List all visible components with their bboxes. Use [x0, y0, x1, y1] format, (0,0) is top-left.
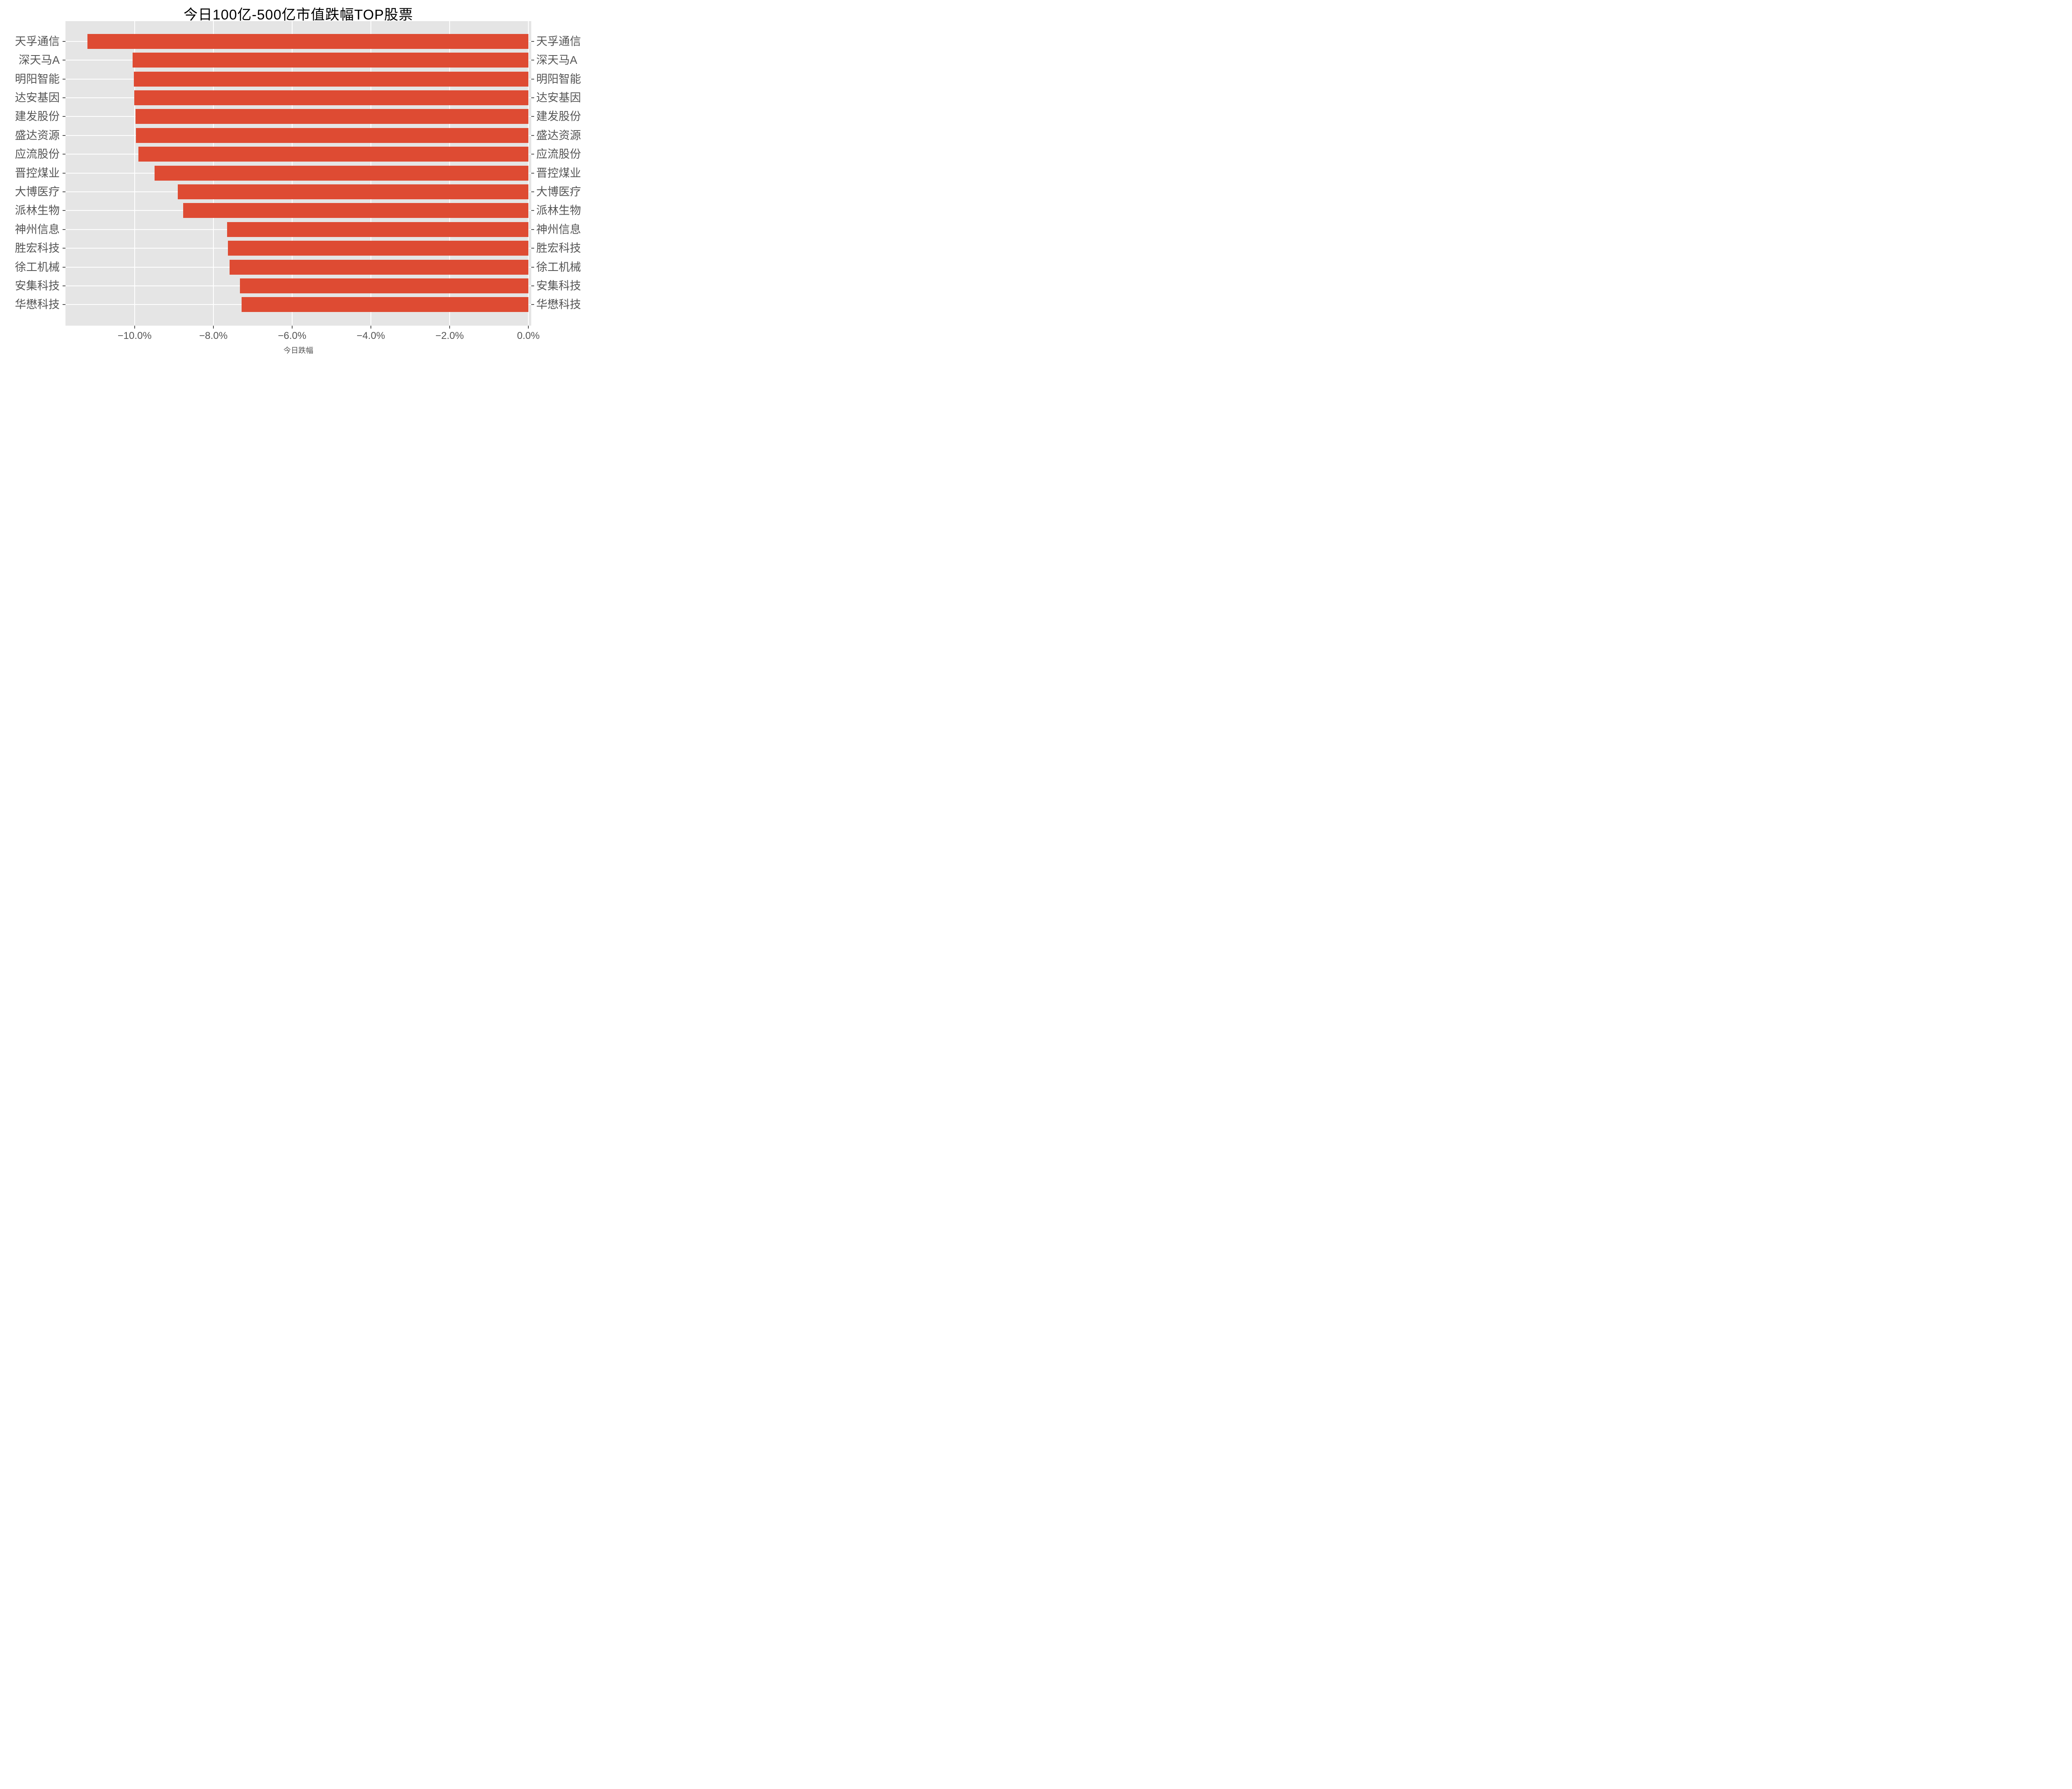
- x-tick-mark: [291, 326, 293, 329]
- chart-title: 今日100亿-500亿市值跌幅TOP股票: [183, 7, 414, 23]
- y-tick-mark-left: [63, 248, 65, 249]
- y-tick-label-right: 大博医疗: [536, 186, 581, 198]
- y-tick-mark-right: [531, 248, 534, 249]
- y-tick-mark-left: [63, 97, 65, 98]
- x-tick-label: −2.0%: [435, 330, 464, 341]
- y-tick-mark-right: [531, 41, 534, 42]
- y-tick-mark-right: [531, 229, 534, 230]
- bar-row-12: [228, 241, 528, 256]
- x-tick-label: −6.0%: [278, 330, 307, 341]
- figure: 今日100亿-500亿市值跌幅TOP股票 天孚通信 天孚通信深天马A 深天马A 明阳智…: [0, 0, 593, 358]
- y-tick-label-left: 深天马A: [18, 54, 60, 67]
- y-tick-label-right: 深天马A: [536, 54, 578, 67]
- y-tick-mark-left: [63, 285, 65, 286]
- y-tick-label-left: 神州信息: [15, 223, 60, 236]
- y-tick-label-right: 应流股份: [536, 148, 581, 161]
- bar-row-6: [136, 128, 528, 143]
- y-tick-label-right: 胜宏科技: [536, 242, 581, 255]
- y-tick-label-right: 天孚通信: [536, 35, 581, 48]
- bar-row-4: [134, 90, 528, 105]
- x-tick-label: −10.0%: [117, 330, 152, 341]
- bar-row-2: [133, 53, 528, 68]
- bar-row-8: [155, 165, 528, 181]
- y-tick-mark-right: [531, 135, 534, 136]
- y-tick-label-right: 明阳智能: [536, 73, 581, 85]
- y-tick-label-right: 神州信息: [536, 223, 581, 236]
- y-tick-mark-right: [531, 97, 534, 98]
- y-tick-mark-right: [531, 191, 534, 192]
- bar-row-14: [240, 278, 528, 293]
- x-tick-mark: [528, 326, 529, 329]
- y-tick-label-left: 建发股份: [15, 110, 60, 123]
- y-tick-label-left: 华懋科技: [15, 298, 60, 311]
- x-tick-mark: [449, 326, 450, 329]
- y-tick-mark-left: [63, 116, 65, 117]
- y-tick-mark-right: [531, 172, 534, 174]
- bar-row-7: [138, 147, 528, 162]
- y-tick-mark-left: [63, 172, 65, 174]
- x-tick-label: −4.0%: [356, 330, 385, 341]
- y-tick-mark-left: [63, 210, 65, 211]
- y-tick-label-left: 明阳智能: [15, 73, 60, 85]
- x-tick-mark: [134, 326, 135, 329]
- y-tick-mark-left: [63, 135, 65, 136]
- bar-row-13: [229, 259, 528, 275]
- y-tick-label-left: 应流股份: [15, 148, 60, 161]
- y-tick-mark-right: [531, 304, 534, 305]
- y-tick-label-left: 晋控煤业: [15, 167, 60, 179]
- y-tick-label-left: 大博医疗: [15, 186, 60, 198]
- y-tick-mark-left: [63, 304, 65, 305]
- y-tick-mark-right: [531, 266, 534, 268]
- y-tick-label-left: 胜宏科技: [15, 242, 60, 255]
- y-tick-label-right: 盛达资源: [536, 129, 581, 142]
- y-tick-label-left: 天孚通信: [15, 35, 60, 48]
- v-gridline: [528, 21, 529, 326]
- bar-row-5: [135, 109, 528, 124]
- y-tick-mark-right: [531, 285, 534, 286]
- x-axis-label: 今日跌幅: [283, 346, 313, 355]
- y-tick-mark-left: [63, 191, 65, 192]
- bar-row-11: [227, 222, 528, 237]
- y-tick-label-left: 派林生物: [15, 204, 60, 217]
- y-tick-label-right: 晋控煤业: [536, 167, 581, 179]
- x-tick-mark: [213, 326, 214, 329]
- y-tick-label-right: 徐工机械: [536, 261, 581, 273]
- y-tick-mark-left: [63, 266, 65, 268]
- y-tick-label-right: 安集科技: [536, 280, 581, 292]
- x-tick-mark: [370, 326, 371, 329]
- y-tick-mark-right: [531, 154, 534, 155]
- x-tick-label: 0.0%: [517, 330, 540, 341]
- bar-row-1: [87, 34, 528, 49]
- y-tick-mark-right: [531, 116, 534, 117]
- y-tick-label-right: 建发股份: [536, 110, 581, 123]
- y-tick-mark-right: [531, 210, 534, 211]
- y-tick-label-left: 徐工机械: [15, 261, 60, 273]
- x-tick-label: −8.0%: [199, 330, 228, 341]
- bar-row-15: [242, 297, 528, 312]
- y-tick-mark-left: [63, 78, 65, 80]
- y-tick-label-left: 盛达资源: [15, 129, 60, 142]
- y-tick-label-right: 华懋科技: [536, 298, 581, 311]
- bar-row-3: [133, 71, 528, 87]
- bar-row-9: [178, 184, 528, 199]
- y-tick-label-right: 达安基因: [536, 92, 581, 104]
- y-tick-mark-left: [63, 154, 65, 155]
- y-tick-mark-left: [63, 229, 65, 230]
- y-tick-label-left: 达安基因: [15, 92, 60, 104]
- y-tick-label-left: 安集科技: [15, 280, 60, 292]
- y-tick-mark-right: [531, 78, 534, 80]
- bar-row-10: [183, 203, 528, 218]
- v-gridline: [134, 21, 135, 326]
- y-tick-mark-left: [63, 41, 65, 42]
- y-tick-label-right: 派林生物: [536, 204, 581, 217]
